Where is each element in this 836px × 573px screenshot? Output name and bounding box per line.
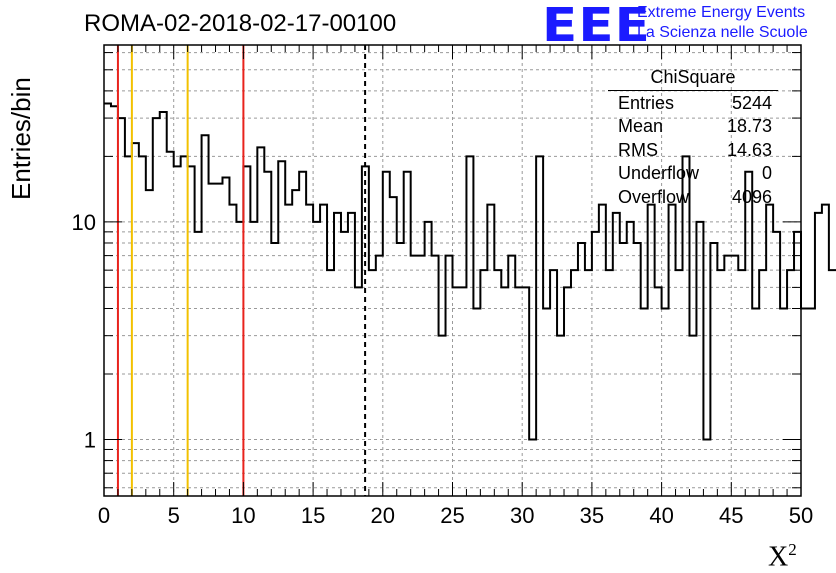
histogram-series	[104, 102, 836, 441]
tick-labels: 0 5 10 15 20 25 30 35 40 45 50 1 10	[72, 210, 814, 528]
x-tick-label: 45	[719, 503, 743, 528]
x-tick-label: 0	[98, 503, 110, 528]
eee-logo: EEE	[542, 0, 651, 52]
stats-value: 4096	[731, 186, 772, 207]
y-tick-label: 10	[72, 210, 96, 235]
logo-caption-2: La Scienza nelle Scuole	[637, 24, 808, 41]
x-tick-label: 20	[371, 503, 395, 528]
stats-divider	[608, 89, 778, 91]
stats-value: 0	[761, 163, 772, 183]
y-axis-label: Entries/bin	[6, 77, 36, 200]
y-tick-label: 1	[84, 428, 96, 453]
stats-row: Underflow 0	[608, 162, 778, 186]
stats-row: Overflow 4096	[608, 186, 778, 210]
stats-value: 18.73	[726, 116, 772, 136]
stats-row: RMS 14.63	[608, 139, 778, 163]
run-title: ROMA-02-2018-02-17-00100	[84, 10, 397, 37]
stats-label: Underflow	[618, 163, 700, 183]
x-tick-label: 50	[789, 503, 813, 528]
x-tick-label: 30	[510, 503, 534, 528]
stats-value: 5244	[731, 92, 772, 113]
x-axis-superscript: 2	[788, 540, 797, 559]
stats-row: Entries 5244	[608, 92, 778, 116]
x-axis-symbol: X	[768, 541, 789, 573]
x-tick-label: 25	[440, 503, 464, 528]
logo-caption-1: Extreme Energy Events	[637, 4, 806, 21]
reference-lines	[116, 45, 367, 496]
x-tick-label: 35	[580, 503, 604, 528]
x-axis-label: X2	[768, 540, 797, 573]
stats-label: RMS	[618, 139, 658, 160]
x-tick-label: 15	[301, 503, 325, 528]
stats-box: ChiSquare Entries 5244 Mean 18.73 RMS 14.63…	[608, 66, 778, 209]
x-tick-label: 5	[168, 503, 180, 528]
stats-label: Entries	[618, 92, 675, 113]
stats-label: Overflow	[618, 186, 690, 207]
x-tick-label: 40	[649, 503, 673, 528]
stats-label: Mean	[618, 116, 664, 136]
stats-title: ChiSquare	[650, 67, 736, 87]
axis-ticks	[103, 45, 802, 496]
stats-value: 14.63	[726, 139, 772, 160]
stats-row: Mean 18.73	[608, 115, 778, 139]
x-tick-label: 10	[231, 503, 255, 528]
